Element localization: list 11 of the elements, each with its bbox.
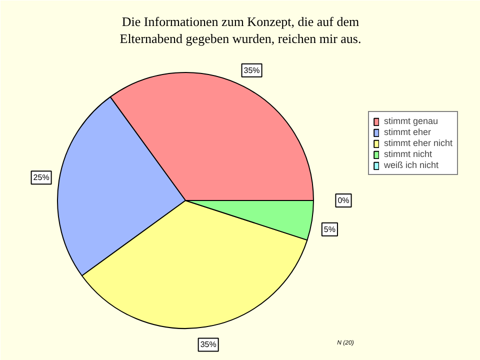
legend-label: stimmt eher xyxy=(384,127,432,137)
text: 0% xyxy=(338,196,350,205)
chart-title: Die Informationen zum Konzept, die auf dem Elternabend gegeben wurden, reichen mir aus. xyxy=(120,14,362,46)
data-label: 35% xyxy=(244,66,260,75)
data-label: 35% xyxy=(200,340,216,350)
data-label: 5% xyxy=(324,224,336,234)
data-label: 25% xyxy=(33,173,50,182)
legend-label: stimmt genau xyxy=(384,116,438,126)
legend-label: weiß ich nicht xyxy=(384,160,439,170)
legend-label: stimmt nicht xyxy=(384,149,432,159)
legend-label: stimmt eher nicht xyxy=(384,138,453,148)
